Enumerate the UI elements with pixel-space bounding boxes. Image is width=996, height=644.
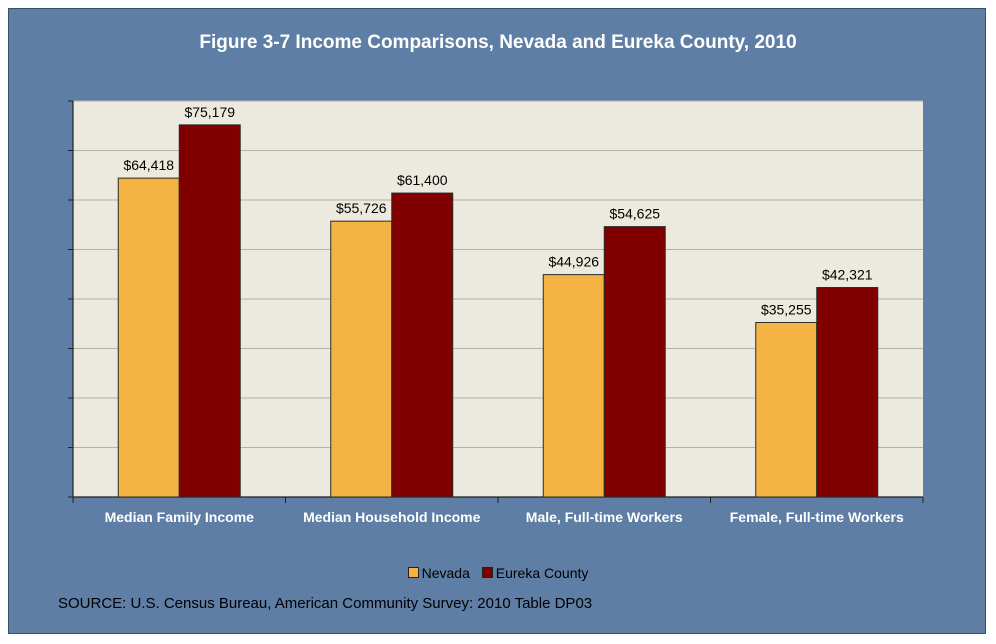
data-label-nevada-median-household-income: $55,726 <box>336 200 387 216</box>
source-note: SOURCE: U.S. Census Bureau, American Com… <box>58 595 593 612</box>
data-label-eureka-county-median-family-income: $75,179 <box>184 104 235 120</box>
bar-eureka-county-male-full-time-workers <box>603 226 666 498</box>
bar-nevada-median-household-income <box>330 220 393 498</box>
legend-label-eureka-county: Eureka County <box>495 565 589 581</box>
legend-item-nevada: Nevada <box>407 565 470 581</box>
data-label-nevada-male-full-time-workers: $44,926 <box>548 254 599 270</box>
bar-nevada-male-full-time-workers <box>542 274 605 498</box>
legend-label-nevada: Nevada <box>421 565 470 581</box>
data-label-nevada-median-family-income: $64,418 <box>123 157 174 173</box>
bar-eureka-county-median-family-income <box>178 124 241 498</box>
data-label-eureka-county-female-full-time-workers: $42,321 <box>822 267 873 283</box>
legend-item-eureka-county: Eureka County <box>481 565 589 581</box>
category-label-median-household-income: Median Household Income <box>303 509 481 525</box>
data-label-nevada-female-full-time-workers: $35,255 <box>761 301 812 317</box>
bar-nevada-female-full-time-workers <box>755 321 818 498</box>
category-label-female-full-time-workers: Female, Full-time Workers <box>730 509 904 525</box>
category-label-median-family-income: Median Family Income <box>105 509 255 525</box>
bar-eureka-county-median-household-income <box>391 192 454 498</box>
category-label-male-full-time-workers: Male, Full-time Workers <box>526 509 683 525</box>
legend-swatch-nevada <box>407 567 419 578</box>
chart-title: Figure 3-7 Income Comparisons, Nevada an… <box>199 32 797 53</box>
legend-swatch-eureka-county <box>481 567 493 578</box>
bar-eureka-county-female-full-time-workers <box>816 287 879 498</box>
data-label-eureka-county-male-full-time-workers: $54,625 <box>609 206 660 222</box>
data-label-eureka-county-median-household-income: $61,400 <box>397 172 448 188</box>
legend: Nevada Eureka County <box>0 565 996 581</box>
bar-nevada-median-family-income <box>117 177 180 498</box>
